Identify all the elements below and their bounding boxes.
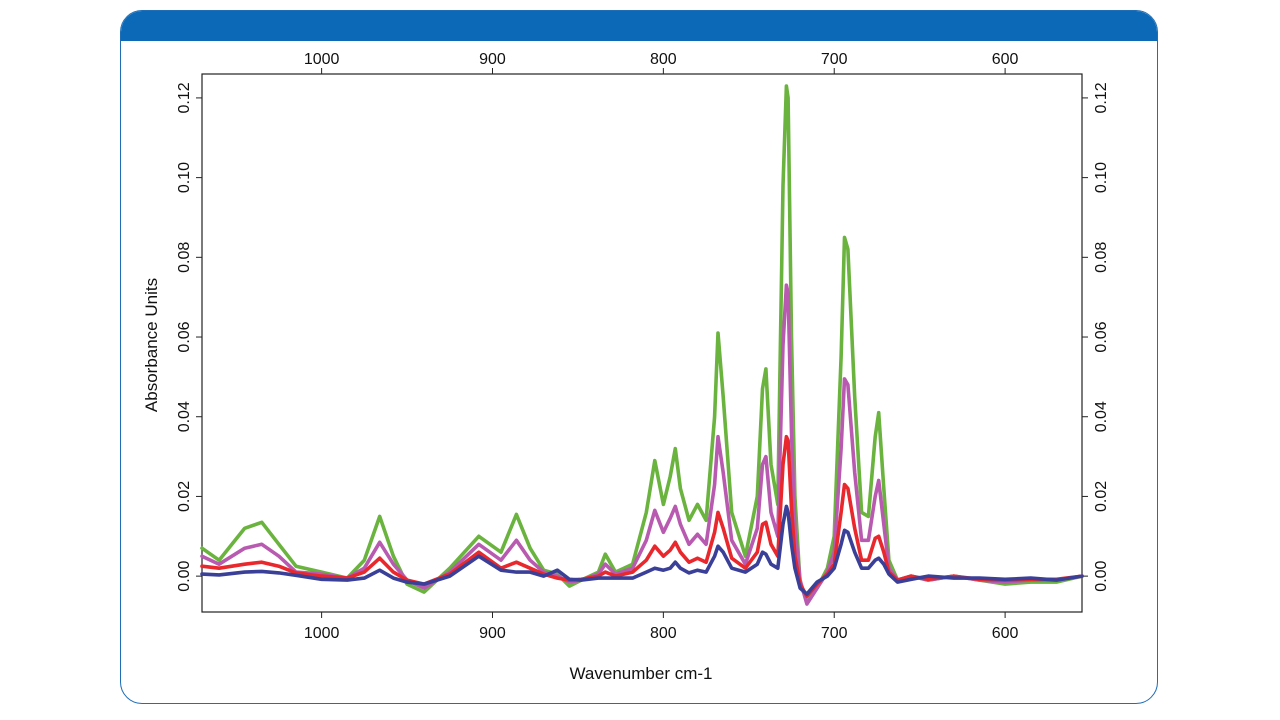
x-tick-label-top: 600 bbox=[992, 51, 1019, 68]
x-tick-label-top: 800 bbox=[650, 51, 677, 68]
series-line-1 bbox=[200, 84, 1084, 602]
y-tick-label-left: 0.12 bbox=[176, 82, 193, 113]
y-tick-label-right: 0.04 bbox=[1093, 401, 1110, 432]
series-line-2 bbox=[200, 283, 1084, 606]
x-tick-label-bottom: 600 bbox=[992, 625, 1019, 642]
x-axis-title: Wavenumber cm-1 bbox=[570, 664, 713, 683]
y-tick-label-right: 0.06 bbox=[1093, 321, 1110, 352]
y-tick-label-right: 0.02 bbox=[1093, 481, 1110, 512]
x-tick-label-top: 1000 bbox=[304, 51, 340, 68]
x-tick-label-bottom: 1000 bbox=[304, 625, 340, 642]
y-tick-label-right: 0.00 bbox=[1093, 560, 1110, 591]
plot-frame bbox=[201, 73, 1083, 613]
x-tick-label-bottom: 700 bbox=[821, 625, 848, 642]
y-tick-label-right: 0.12 bbox=[1093, 82, 1110, 113]
header-bar bbox=[121, 11, 1157, 41]
y-tick-label-left: 0.08 bbox=[176, 242, 193, 273]
tick-layer: 1000 1000 900 900 800 800 700 700 600 600 0.00 0.00… bbox=[176, 51, 1110, 642]
x-tick-label-top: 900 bbox=[479, 51, 506, 68]
y-tick-label-left: 0.00 bbox=[176, 560, 193, 591]
x-tick-label-bottom: 900 bbox=[479, 625, 506, 642]
y-tick-label-left: 0.06 bbox=[176, 321, 193, 352]
y-tick-label-left: 0.10 bbox=[176, 162, 193, 193]
y-tick-label-right: 0.10 bbox=[1093, 162, 1110, 193]
x-tick-label-top: 700 bbox=[821, 51, 848, 68]
y-tick-label-left: 0.02 bbox=[176, 481, 193, 512]
series-line-4 bbox=[200, 504, 1084, 596]
series-layer bbox=[200, 84, 1084, 606]
figure-card bbox=[120, 10, 1158, 704]
y-axis-title: Absorbance Units bbox=[142, 278, 161, 412]
x-tick-label-bottom: 800 bbox=[650, 625, 677, 642]
y-tick-label-left: 0.04 bbox=[176, 401, 193, 432]
y-tick-label-right: 0.08 bbox=[1093, 242, 1110, 273]
